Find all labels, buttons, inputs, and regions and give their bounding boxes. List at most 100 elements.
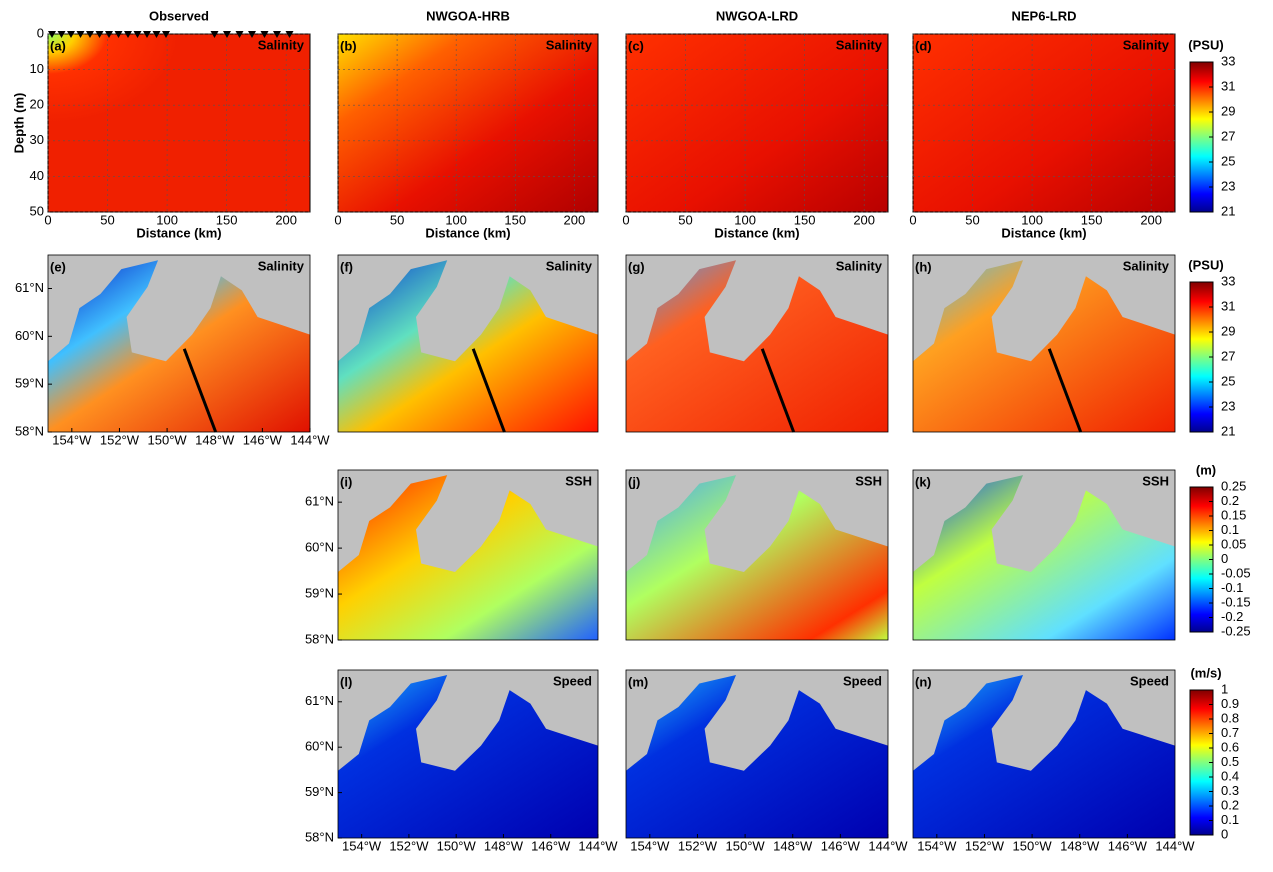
- colorbar-tick-label: 0.1: [1221, 812, 1239, 827]
- x-tick-label: 150: [504, 212, 526, 227]
- colorbar-tick-label: 33: [1221, 273, 1235, 288]
- colorbar-tick-label: 27: [1221, 128, 1235, 143]
- panel-field: Salinity: [836, 258, 883, 273]
- colorbar-unit: (m/s): [1190, 665, 1221, 680]
- lon-tick-label: 150°W: [437, 838, 477, 853]
- panel-field: Speed: [843, 673, 882, 688]
- colorbar-tick-label: 29: [1221, 103, 1235, 118]
- colorbar-tick-label: -0.05: [1221, 565, 1251, 580]
- ocean-field: [338, 675, 598, 838]
- colorbar-tick-label: 0.25: [1221, 478, 1246, 493]
- section-field: [912, 33, 1176, 213]
- panel-field: Speed: [1130, 673, 1169, 688]
- station-marker: [260, 31, 269, 38]
- panel-label: (k): [915, 474, 931, 489]
- colorbar-tick-label: 0: [1221, 551, 1228, 566]
- frame: [337, 469, 599, 641]
- frame: [337, 669, 599, 839]
- x-tick-label: 100: [445, 212, 467, 227]
- panel-field: Salinity: [546, 258, 593, 273]
- lat-tick-label: 58°N: [15, 423, 44, 438]
- lon-tick-label: 150°W: [1013, 838, 1053, 853]
- colorbar-tick-label: 31: [1221, 78, 1235, 93]
- station-marker: [143, 31, 151, 38]
- column-title: NWGOA-LRD: [716, 8, 798, 23]
- lon-tick-label: 144°W: [290, 432, 330, 447]
- station-marker: [223, 31, 231, 38]
- station-marker: [273, 31, 281, 38]
- colorbar-unit: (PSU): [1188, 37, 1223, 52]
- y-tick-label: 30: [30, 132, 44, 147]
- station-marker: [162, 31, 170, 38]
- colorbar-tick-label: 0.2: [1221, 797, 1239, 812]
- panel-field: SSH: [565, 473, 592, 488]
- station-marker: [133, 31, 142, 38]
- frame: [337, 254, 599, 433]
- lat-tick-label: 61°N: [305, 494, 334, 509]
- colorbar-tick-label: 0.15: [1221, 507, 1246, 522]
- frame: [912, 669, 1176, 839]
- colorbar-tick-label: 0.2: [1221, 493, 1239, 508]
- frame: [47, 254, 311, 433]
- lon-tick-label: 144°W: [578, 838, 618, 853]
- y-axis-label: Depth (m): [11, 93, 26, 154]
- x-tick-label: 100: [156, 212, 178, 227]
- frame: [625, 669, 889, 839]
- colorbar-tick-label: 0.5: [1221, 754, 1239, 769]
- station-marker: [152, 31, 161, 38]
- frame: [912, 254, 1176, 433]
- colorbar-unit: (PSU): [1188, 257, 1223, 272]
- frame: [912, 469, 1176, 641]
- panel-field: SSH: [1142, 473, 1169, 488]
- colorbar-tick-label: 29: [1221, 323, 1235, 338]
- colorbar-tick-label: 0.05: [1221, 536, 1246, 551]
- section-line: [471, 348, 506, 433]
- station-marker: [248, 31, 256, 38]
- panel-label: (a): [50, 38, 66, 53]
- x-tick-label: 200: [275, 212, 297, 227]
- x-axis-label: Distance (km): [714, 225, 799, 240]
- panel-label: (i): [340, 474, 352, 489]
- column-title: NWGOA-HRB: [426, 8, 510, 23]
- colorbar-tick-label: 31: [1221, 298, 1235, 313]
- lon-tick-label: 148°W: [773, 838, 813, 853]
- y-tick-label: 10: [30, 61, 44, 76]
- colorbar-tick-label: -0.15: [1221, 594, 1251, 609]
- colorbar-tick-label: 0.8: [1221, 710, 1239, 725]
- colorbar-tick-label: 33: [1221, 53, 1235, 68]
- panel-field: Salinity: [546, 37, 593, 52]
- ocean-field: [913, 475, 1175, 640]
- station-marker: [95, 31, 104, 38]
- panel-field: Salinity: [1123, 258, 1170, 273]
- panel-label: (n): [915, 674, 932, 689]
- colorbar-tick-label: 0: [1221, 826, 1228, 841]
- lat-tick-label: 58°N: [305, 829, 334, 844]
- section-line: [760, 348, 796, 433]
- x-tick-label: 100: [734, 212, 756, 227]
- frame: [625, 469, 889, 641]
- ocean-field: [626, 260, 888, 432]
- panel-label: (d): [915, 38, 932, 53]
- colorbar-tick-label: -0.25: [1221, 623, 1251, 638]
- x-axis-label: Distance (km): [136, 225, 221, 240]
- lat-tick-label: 60°N: [15, 328, 44, 343]
- y-tick-label: 40: [30, 168, 44, 183]
- lon-tick-label: 146°W: [821, 838, 861, 853]
- panel-label: (f): [340, 259, 353, 274]
- x-tick-label: 50: [965, 212, 979, 227]
- panel-field: Salinity: [1123, 37, 1170, 52]
- colorbar-tick-label: 21: [1221, 203, 1235, 218]
- x-tick-label: 0: [44, 212, 51, 227]
- panel-label: (j): [628, 474, 640, 489]
- station-marker: [285, 31, 294, 38]
- colorbar-tick-label: 23: [1221, 178, 1235, 193]
- panel-label: (e): [50, 259, 66, 274]
- ocean-field: [48, 260, 310, 432]
- lat-tick-label: 60°N: [305, 739, 334, 754]
- frame: [625, 254, 889, 433]
- panel-label: (c): [628, 38, 644, 53]
- colorbar-tick-label: 25: [1221, 153, 1235, 168]
- column-title: Observed: [149, 8, 209, 23]
- x-tick-label: 0: [334, 212, 341, 227]
